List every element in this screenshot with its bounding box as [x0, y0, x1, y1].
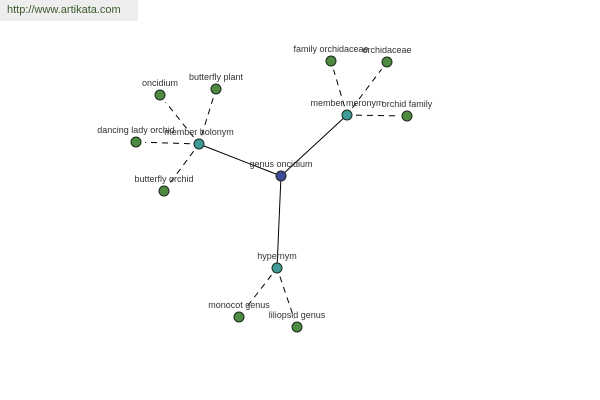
- edge-meronym: [280, 114, 348, 177]
- watermark-banner: http://www.artikata.com: [0, 0, 138, 21]
- node-label: family orchidaceae: [293, 44, 368, 54]
- node-circle[interactable]: [130, 136, 142, 148]
- node-label: hypernym: [257, 251, 297, 261]
- node-label: genus oncidium: [249, 159, 312, 169]
- node-orchid-family[interactable]: orchid family: [382, 99, 433, 122]
- node-hypernym[interactable]: hypernym: [257, 251, 297, 274]
- node-circle[interactable]: [325, 55, 337, 67]
- node-label: orchidaceae: [362, 45, 411, 55]
- edge-dancing-lady: [144, 141, 191, 145]
- edge-holonym: [198, 143, 282, 177]
- node-label: liliopsid genus: [269, 310, 326, 320]
- node-circle[interactable]: [193, 138, 205, 150]
- node-label: butterfly orchid: [134, 174, 193, 184]
- node-circle[interactable]: [341, 109, 353, 121]
- node-holonym[interactable]: member holonym: [164, 127, 234, 150]
- node-circle[interactable]: [233, 311, 245, 323]
- node-monocot-genus[interactable]: monocot genus: [208, 300, 270, 323]
- nodes: genus oncidium member holonym member meron…: [97, 44, 433, 333]
- edge-liliopsid-genus: [279, 276, 295, 319]
- node-circle[interactable]: [271, 262, 283, 274]
- node-butterfly-plant[interactable]: butterfly plant: [189, 72, 244, 95]
- node-dancing-lady[interactable]: dancing lady orchid: [97, 125, 175, 148]
- node-label: monocot genus: [208, 300, 270, 310]
- node-label: member meronym: [310, 98, 383, 108]
- node-circle[interactable]: [158, 185, 170, 197]
- edge-butterfly-orchid: [168, 150, 195, 185]
- edge-orchidaceae: [352, 68, 382, 109]
- node-center[interactable]: genus oncidium: [249, 159, 313, 182]
- node-label: dancing lady orchid: [97, 125, 175, 135]
- node-circle[interactable]: [210, 83, 222, 95]
- edge-monocot-genus: [244, 274, 272, 311]
- edge-oncidium: [165, 101, 194, 138]
- node-circle[interactable]: [381, 56, 393, 68]
- node-orchidaceae[interactable]: orchidaceae: [362, 45, 412, 68]
- watermark-link[interactable]: http://www.artikata.com: [7, 4, 121, 16]
- edge-orchid-family: [355, 114, 399, 117]
- node-circle[interactable]: [291, 321, 303, 333]
- node-meronym[interactable]: member meronym: [310, 98, 384, 121]
- node-family-orchidaceae[interactable]: family orchidaceae: [293, 44, 369, 67]
- node-label: member holonym: [164, 127, 234, 137]
- node-butterfly-orchid[interactable]: butterfly orchid: [134, 174, 194, 197]
- node-label: butterfly plant: [189, 72, 244, 82]
- node-liliopsid-genus[interactable]: liliopsid genus: [269, 310, 326, 333]
- node-label: orchid family: [382, 99, 433, 109]
- node-circle[interactable]: [401, 110, 413, 122]
- node-label: oncidium: [142, 78, 178, 88]
- edge-hypernym: [276, 175, 282, 269]
- node-oncidium[interactable]: oncidium: [142, 78, 178, 101]
- node-circle[interactable]: [275, 170, 287, 182]
- node-circle[interactable]: [154, 89, 166, 101]
- edges: [144, 68, 399, 319]
